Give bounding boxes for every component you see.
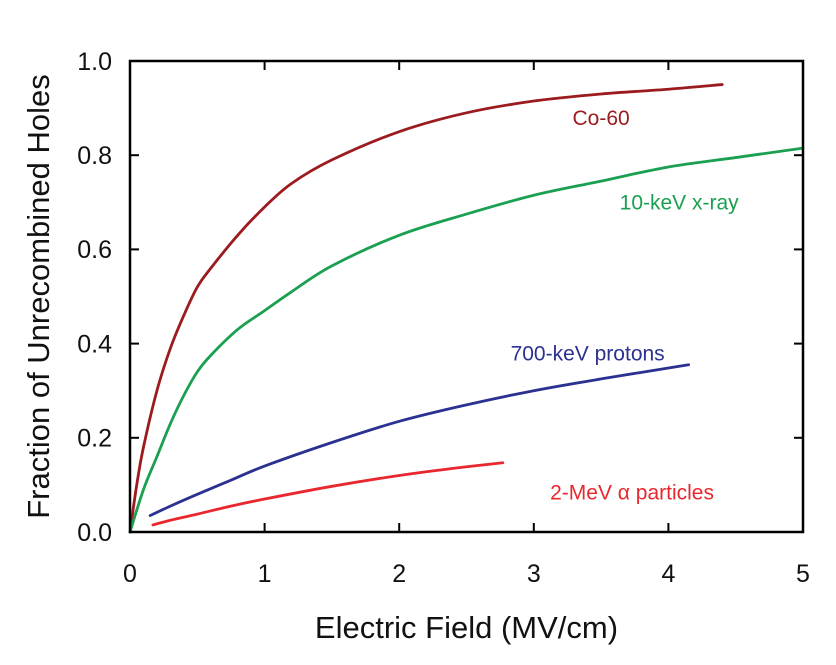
series-label-2-mev-particles: 2-MeV α particles	[550, 481, 714, 504]
y-tick-label: 0.6	[77, 236, 112, 264]
series-label-700-kev-protons: 700-keV protons	[511, 342, 665, 365]
y-tick-label: 0.4	[77, 330, 112, 358]
series-line-2-mev-particles	[151, 461, 505, 527]
y-tick-label: 0.8	[77, 142, 112, 170]
x-tick-label: 2	[392, 560, 406, 588]
plot-frame	[128, 59, 805, 534]
y-tick-label: 1.0	[77, 48, 112, 76]
x-axis-title: Electric Field (MV/cm)	[315, 610, 618, 645]
x-tick-label: 3	[527, 560, 541, 588]
series-line-700-kev-protons	[148, 363, 690, 517]
x-tick-label: 4	[661, 560, 675, 588]
x-tick-label: 1	[258, 560, 272, 588]
series-label-co-60: Co-60	[572, 107, 629, 130]
y-tick-label: 0.0	[77, 519, 112, 547]
x-tick-label: 5	[796, 560, 810, 588]
series-label-10-kev-x-ray: 10-keV x-ray	[620, 192, 740, 215]
y-axis-title: Fraction of Unrecombined Holes	[21, 74, 56, 519]
axis-ticks: 0 1 2 3 4 5 0.0 0.2 0.4 0.6 0.8 1.0	[77, 48, 810, 588]
series-line-10-kev-x-ray	[128, 146, 805, 534]
x-tick-label: 0	[123, 560, 137, 588]
y-tick-label: 0.2	[77, 425, 112, 453]
series-line-co-60	[128, 83, 724, 534]
series-labels: Co-60 10-keV x-ray 700-keV protons 2-MeV α …	[511, 107, 740, 504]
curves	[128, 83, 805, 534]
